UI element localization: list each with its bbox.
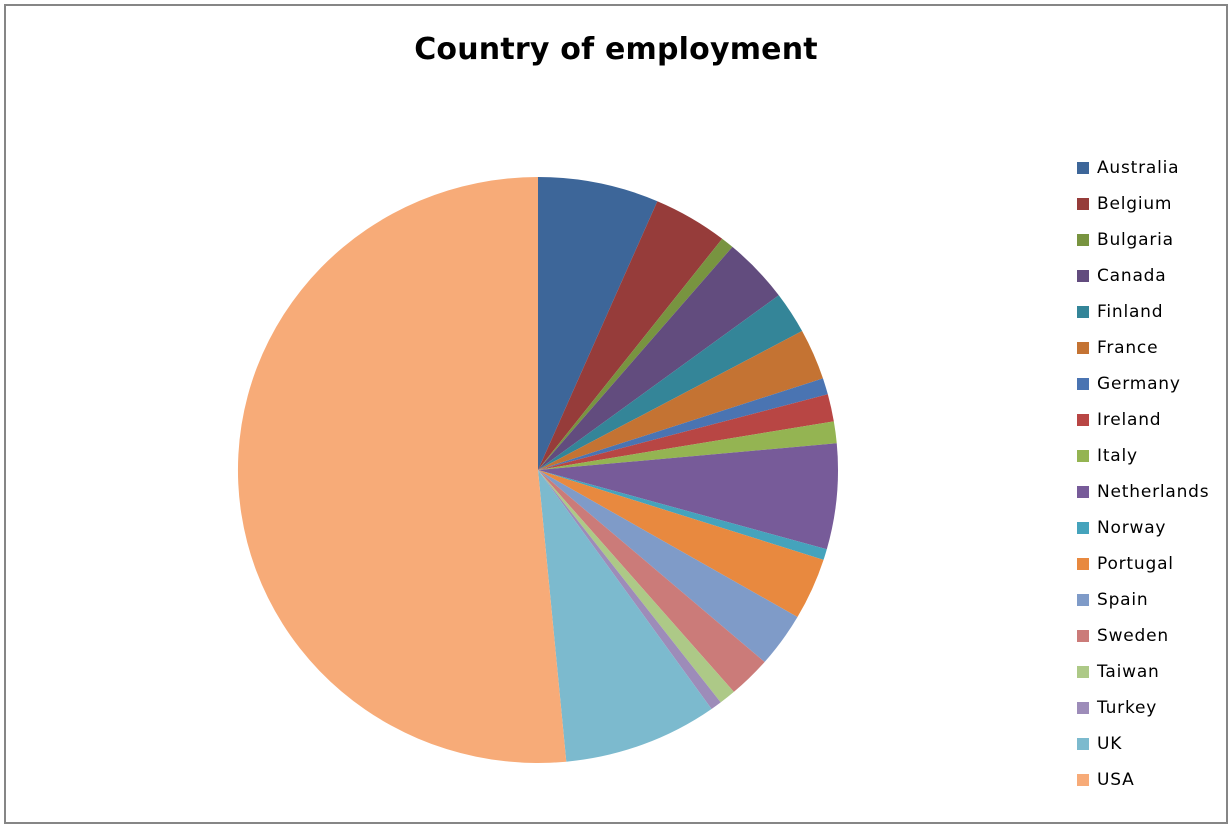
legend-item-netherlands: Netherlands	[1077, 474, 1209, 510]
pie-slice-uk	[538, 470, 712, 762]
legend-swatch	[1077, 378, 1089, 390]
pie-slice-australia	[538, 177, 658, 470]
legend-item-finland: Finland	[1077, 294, 1209, 330]
legend-label: Italy	[1097, 446, 1138, 466]
legend-swatch	[1077, 702, 1089, 714]
legend-swatch	[1077, 630, 1089, 642]
legend-item-germany: Germany	[1077, 366, 1209, 402]
pie-slice-france	[538, 331, 823, 470]
legend-label: Canada	[1097, 266, 1167, 286]
legend-label: Portugal	[1097, 554, 1174, 574]
pie-slice-sweden	[538, 470, 765, 692]
legend-label: Norway	[1097, 518, 1167, 538]
legend-item-spain: Spain	[1077, 582, 1209, 618]
legend-label: Bulgaria	[1097, 230, 1174, 250]
legend-swatch	[1077, 342, 1089, 354]
legend-swatch	[1077, 558, 1089, 570]
legend-swatch	[1077, 486, 1089, 498]
pie-slice-germany	[538, 378, 828, 470]
legend-item-usa: USA	[1077, 762, 1209, 798]
legend-swatch	[1077, 450, 1089, 462]
legend-item-ireland: Ireland	[1077, 402, 1209, 438]
legend-label: Sweden	[1097, 626, 1169, 646]
legend-item-taiwan: Taiwan	[1077, 654, 1209, 690]
pie-slice-italy	[538, 421, 837, 470]
legend-label: Finland	[1097, 302, 1164, 322]
legend-item-italy: Italy	[1077, 438, 1209, 474]
legend-label: Turkey	[1097, 698, 1158, 718]
chart-title: Country of employment	[414, 32, 818, 67]
legend-item-belgium: Belgium	[1077, 186, 1209, 222]
pie-slice-netherlands	[538, 443, 838, 550]
pie-slice-taiwan	[538, 470, 734, 703]
legend-label: USA	[1097, 770, 1135, 790]
legend-item-sweden: Sweden	[1077, 618, 1209, 654]
legend-swatch	[1077, 234, 1089, 246]
legend-swatch	[1077, 198, 1089, 210]
legend-label: France	[1097, 338, 1159, 358]
legend-label: Ireland	[1097, 410, 1162, 430]
legend-item-turkey: Turkey	[1077, 690, 1209, 726]
legend-label: Netherlands	[1097, 482, 1210, 502]
legend-label: Belgium	[1097, 194, 1173, 214]
legend: Australia Belgium Bulgaria Canada Finland Fra…	[1077, 150, 1209, 798]
legend-item-canada: Canada	[1077, 258, 1209, 294]
legend-swatch	[1077, 594, 1089, 606]
legend-label: Spain	[1097, 590, 1149, 610]
legend-item-norway: Norway	[1077, 510, 1209, 546]
legend-label: Australia	[1097, 158, 1180, 178]
pie-slice-belgium	[538, 201, 723, 470]
legend-item-australia: Australia	[1077, 150, 1209, 186]
pie-slice-spain	[538, 470, 798, 662]
pie-slice-turkey	[538, 470, 721, 709]
legend-swatch	[1077, 738, 1089, 750]
legend-swatch	[1077, 270, 1089, 282]
legend-label: Germany	[1097, 374, 1181, 394]
pie-slice-finland	[538, 295, 803, 470]
legend-item-portugal: Portugal	[1077, 546, 1209, 582]
legend-label: UK	[1097, 734, 1123, 754]
legend-swatch	[1077, 522, 1089, 534]
pie-slice-bulgaria	[538, 238, 733, 470]
pie-slice-portugal	[538, 470, 824, 618]
pie-slice-canada	[538, 246, 779, 470]
legend-item-uk: UK	[1077, 726, 1209, 762]
legend-swatch	[1077, 774, 1089, 786]
pie-slice-ireland	[538, 394, 834, 470]
legend-swatch	[1077, 162, 1089, 174]
pie-slice-usa	[237, 176, 567, 764]
pie-slice-norway	[538, 470, 827, 560]
legend-item-bulgaria: Bulgaria	[1077, 222, 1209, 258]
legend-swatch	[1077, 306, 1089, 318]
legend-label: Taiwan	[1097, 662, 1160, 682]
legend-swatch	[1077, 414, 1089, 426]
legend-item-france: France	[1077, 330, 1209, 366]
legend-swatch	[1077, 666, 1089, 678]
